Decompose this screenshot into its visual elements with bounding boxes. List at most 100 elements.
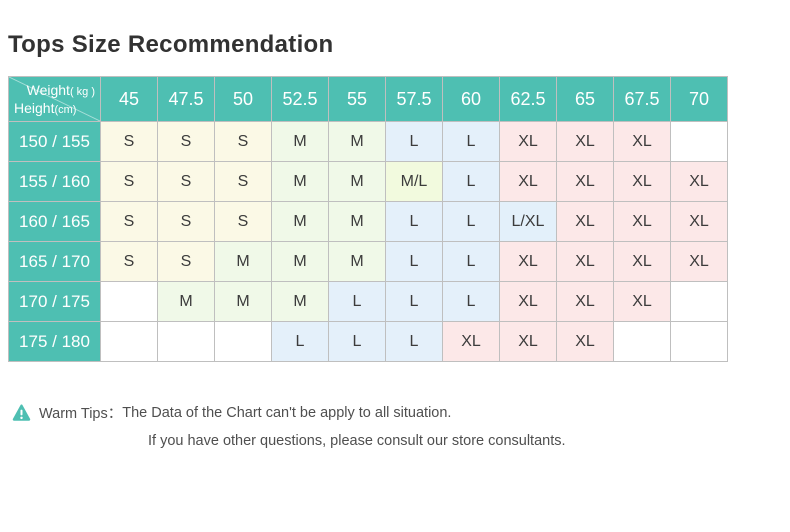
size-cell: XL bbox=[556, 241, 614, 282]
size-cell: XL bbox=[499, 161, 557, 202]
warm-tips-line2: If you have other questions, please cons… bbox=[148, 433, 566, 449]
size-cell: S bbox=[157, 241, 215, 282]
size-cell: S bbox=[214, 121, 272, 162]
height-row-label: 170 / 175 bbox=[8, 281, 101, 322]
size-cell: L bbox=[442, 201, 500, 242]
table-row: 160 / 165 S S S M M L L L/XL XL XL XL bbox=[8, 201, 728, 242]
size-cell: L bbox=[442, 161, 500, 202]
size-cell: S bbox=[214, 201, 272, 242]
size-cell: L bbox=[385, 321, 443, 362]
size-cell: S bbox=[100, 201, 158, 242]
size-cell: L bbox=[271, 321, 329, 362]
size-cell: L/XL bbox=[499, 201, 557, 242]
size-cell: XL bbox=[556, 121, 614, 162]
size-cell: XL bbox=[442, 321, 500, 362]
weight-header-cell: 45 bbox=[100, 76, 158, 122]
size-cell: XL bbox=[499, 121, 557, 162]
height-axis-label: Height(cm) bbox=[14, 100, 77, 116]
table-row: 170 / 175 M M M L L L XL XL XL bbox=[8, 281, 728, 322]
weight-header-row: Weight( kg ) Height(cm) 45 47.5 50 52.5 55 57… bbox=[8, 76, 728, 122]
weight-header-cell: 55 bbox=[328, 76, 386, 122]
size-cell: M bbox=[214, 281, 272, 322]
empty-cell bbox=[670, 121, 728, 162]
size-cell: S bbox=[100, 241, 158, 282]
size-cell: L bbox=[385, 281, 443, 322]
size-cell: L bbox=[328, 281, 386, 322]
height-row-label: 160 / 165 bbox=[8, 201, 101, 242]
size-cell: M bbox=[328, 161, 386, 202]
warm-tips-line1: The Data of the Chart can't be apply to … bbox=[122, 404, 452, 421]
table-row: 150 / 155 S S S M M L L XL XL XL bbox=[8, 121, 728, 162]
size-cell: S bbox=[157, 201, 215, 242]
size-cell: XL bbox=[670, 161, 728, 202]
weight-header-cell: 50 bbox=[214, 76, 272, 122]
size-cell: XL bbox=[499, 321, 557, 362]
size-cell: M bbox=[214, 241, 272, 282]
size-cell: XL bbox=[613, 281, 671, 322]
size-cell: M/L bbox=[385, 161, 443, 202]
size-cell: L bbox=[385, 121, 443, 162]
height-row-label: 155 / 160 bbox=[8, 161, 101, 202]
size-cell: M bbox=[271, 241, 329, 282]
weight-header-cell: 57.5 bbox=[385, 76, 443, 122]
size-cell: L bbox=[328, 321, 386, 362]
weight-header-cell: 62.5 bbox=[499, 76, 557, 122]
size-cell: XL bbox=[499, 241, 557, 282]
size-cell: XL bbox=[670, 241, 728, 282]
empty-cell bbox=[157, 321, 215, 362]
size-table: Weight( kg ) Height(cm) 45 47.5 50 52.5 55 57… bbox=[8, 76, 728, 362]
weight-header-cell: 65 bbox=[556, 76, 614, 122]
size-cell: M bbox=[328, 201, 386, 242]
warm-tips-label: Warm Tips： bbox=[39, 406, 123, 422]
height-row-label: 150 / 155 bbox=[8, 121, 101, 162]
size-cell: XL bbox=[556, 321, 614, 362]
size-cell: M bbox=[271, 281, 329, 322]
page-title: Tops Size Recommendation bbox=[8, 31, 334, 58]
weight-header-cell: 67.5 bbox=[613, 76, 671, 122]
empty-cell bbox=[214, 321, 272, 362]
size-cell: S bbox=[100, 161, 158, 202]
size-cell: M bbox=[328, 241, 386, 282]
corner-header-cell: Weight( kg ) Height(cm) bbox=[8, 76, 101, 122]
size-cell: XL bbox=[556, 201, 614, 242]
size-cell: XL bbox=[613, 201, 671, 242]
weight-axis-label: Weight( kg ) bbox=[26, 82, 95, 98]
size-cell: M bbox=[271, 201, 329, 242]
size-cell: L bbox=[442, 121, 500, 162]
weight-header-cell: 52.5 bbox=[271, 76, 329, 122]
size-cell: L bbox=[442, 281, 500, 322]
warning-triangle-icon bbox=[12, 404, 31, 421]
empty-cell bbox=[670, 281, 728, 322]
warm-tips: Warm Tips： The Data of the Chart can't b… bbox=[12, 402, 566, 449]
size-cell: S bbox=[157, 161, 215, 202]
weight-header-cell: 47.5 bbox=[157, 76, 215, 122]
weight-header-cell: 60 bbox=[442, 76, 500, 122]
size-cell: M bbox=[328, 121, 386, 162]
height-row-label: 175 / 180 bbox=[8, 321, 101, 362]
size-cell: M bbox=[157, 281, 215, 322]
size-table-body: 150 / 155 S S S M M L L XL XL XL 155 / 160 S S S M M M/L L… bbox=[8, 121, 728, 362]
empty-cell bbox=[100, 281, 158, 322]
size-cell: L bbox=[385, 241, 443, 282]
empty-cell bbox=[613, 321, 671, 362]
table-row: 165 / 170 S S M M M L L XL XL XL XL bbox=[8, 241, 728, 282]
size-cell: M bbox=[271, 161, 329, 202]
size-cell: XL bbox=[613, 161, 671, 202]
diagonal-divider-line bbox=[9, 77, 100, 121]
size-cell: M bbox=[271, 121, 329, 162]
warm-tips-line1-row: Warm Tips： The Data of the Chart can't b… bbox=[12, 402, 566, 423]
size-cell: S bbox=[100, 121, 158, 162]
weight-header-cell: 70 bbox=[670, 76, 728, 122]
size-cell: XL bbox=[499, 281, 557, 322]
size-cell: L bbox=[385, 201, 443, 242]
empty-cell bbox=[100, 321, 158, 362]
table-row: 155 / 160 S S S M M M/L L XL XL XL XL bbox=[8, 161, 728, 202]
height-row-label: 165 / 170 bbox=[8, 241, 101, 282]
table-row: 175 / 180 L L L XL XL XL bbox=[8, 321, 728, 362]
size-cell: XL bbox=[613, 121, 671, 162]
size-cell: XL bbox=[670, 201, 728, 242]
size-cell: L bbox=[442, 241, 500, 282]
empty-cell bbox=[670, 321, 728, 362]
size-cell: S bbox=[157, 121, 215, 162]
